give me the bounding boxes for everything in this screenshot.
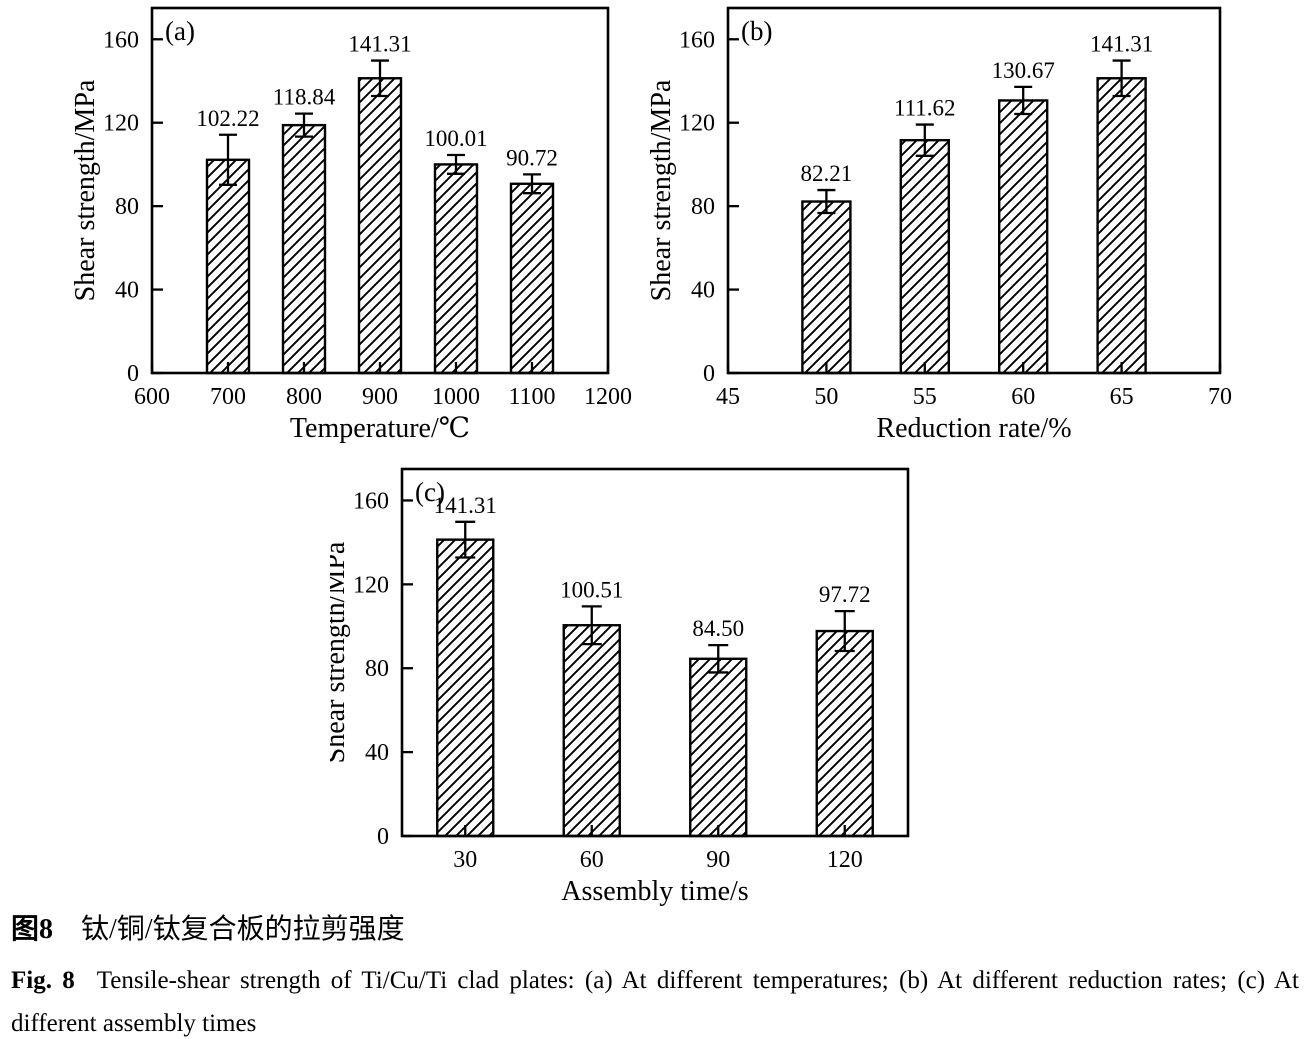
bar xyxy=(998,99,1049,375)
value-label: 111.62 xyxy=(894,96,956,121)
y-tick-label: 160 xyxy=(103,27,139,53)
value-label: 141.31 xyxy=(434,493,497,518)
x-axis-title: Temperature/℃ xyxy=(290,413,470,444)
value-label: 97.72 xyxy=(819,582,871,607)
x-tick-label: 900 xyxy=(362,384,398,410)
x-axis-title: Assembly time/s xyxy=(561,876,748,907)
y-tick-label: 80 xyxy=(115,194,139,220)
chart-c-assembly-time: 141.31 100.51 84.50 97.72 30 60 90 120 0 40 80 120 1… xyxy=(330,467,910,907)
bar xyxy=(205,158,251,375)
x-tick-label: 70 xyxy=(1208,384,1232,410)
bar xyxy=(689,657,748,838)
value-label: 118.84 xyxy=(273,85,336,110)
chart-b-reduction-rate: 82.21 111.62 130.67 141.31 45 50 55 60 65 70 0 40 80… xyxy=(650,6,1232,444)
y-tick-label: 120 xyxy=(679,111,715,137)
y-tick-label: 120 xyxy=(353,572,389,598)
value-label: 130.67 xyxy=(992,58,1055,83)
caption-en-text: Tensile-shear strength of Ti/Cu/Ti clad … xyxy=(11,966,1300,1037)
x-tick-label: 60 xyxy=(580,847,604,873)
plot-box xyxy=(400,467,910,838)
figure-caption: 图8 钛/铜/钛复合板的拉剪强度 Fig. 8 Tensile-shear stre… xyxy=(11,913,1299,1039)
x-tick-label: 55 xyxy=(913,384,937,410)
x-tick-label: 90 xyxy=(706,847,730,873)
y-tick-label: 80 xyxy=(691,194,715,220)
x-tick-label: 1000 xyxy=(432,384,480,410)
caption-en-label: Fig. 8 xyxy=(11,966,75,994)
value-label: 100.51 xyxy=(560,577,623,602)
y-tick-label: 0 xyxy=(377,824,389,850)
x-tick-label: 50 xyxy=(814,384,838,410)
panel-label: (b) xyxy=(741,16,772,46)
y-tick-label: 80 xyxy=(365,656,389,682)
value-label: 141.31 xyxy=(348,32,411,57)
value-label: 100.01 xyxy=(424,126,487,151)
panel-label: (a) xyxy=(165,16,195,46)
bar xyxy=(1096,77,1147,375)
bar xyxy=(281,123,327,375)
x-tick-label: 1100 xyxy=(508,384,555,410)
caption-zh-text: 钛/铜/钛复合板的拉剪强度 xyxy=(81,914,405,945)
x-axis-title: Reduction rate/% xyxy=(876,413,1071,444)
bar xyxy=(815,629,874,838)
bar xyxy=(801,200,852,375)
x-tick-label: 30 xyxy=(453,847,477,873)
y-axis-title: Shear strength/MPa xyxy=(650,79,677,301)
y-tick-label: 0 xyxy=(703,361,715,387)
y-tick-label: 40 xyxy=(115,278,139,304)
value-label: 84.50 xyxy=(692,616,744,641)
value-label: 82.21 xyxy=(801,161,853,186)
bar xyxy=(436,538,495,838)
caption-zh-label: 图8 xyxy=(11,914,54,945)
y-tick-label: 0 xyxy=(127,361,139,387)
bar xyxy=(899,138,951,375)
bar xyxy=(433,163,479,375)
y-tick-label: 160 xyxy=(353,488,389,514)
y-axis-title: Shear strength/MPa xyxy=(70,79,101,301)
x-tick-label: 60 xyxy=(1011,384,1035,410)
y-axis-title: Shear strength/MPa xyxy=(330,541,351,763)
value-label: 141.31 xyxy=(1090,32,1153,57)
plot-box xyxy=(726,6,1222,375)
y-tick-label: 40 xyxy=(691,278,715,304)
x-tick-label: 120 xyxy=(827,847,863,873)
panel-label: (c) xyxy=(415,477,445,507)
x-tick-label: 1200 xyxy=(584,384,632,410)
y-tick-label: 160 xyxy=(679,27,715,53)
y-tick-label: 120 xyxy=(103,111,139,137)
bar xyxy=(357,77,403,375)
caption-english: Fig. 8 Tensile-shear strength of Ti/Cu/Ti… xyxy=(11,959,1299,1039)
x-tick-label: 700 xyxy=(210,384,246,410)
bar xyxy=(509,182,555,375)
value-label: 102.22 xyxy=(196,106,259,131)
x-tick-label: 45 xyxy=(716,384,740,410)
y-tick-label: 40 xyxy=(365,740,389,766)
x-tick-label: 65 xyxy=(1110,384,1134,410)
caption-chinese: 图8 钛/铜/钛复合板的拉剪强度 xyxy=(11,913,1299,947)
bar xyxy=(562,624,621,838)
value-label: 90.72 xyxy=(506,145,558,170)
x-tick-label: 800 xyxy=(286,384,322,410)
x-tick-label: 600 xyxy=(134,384,170,410)
